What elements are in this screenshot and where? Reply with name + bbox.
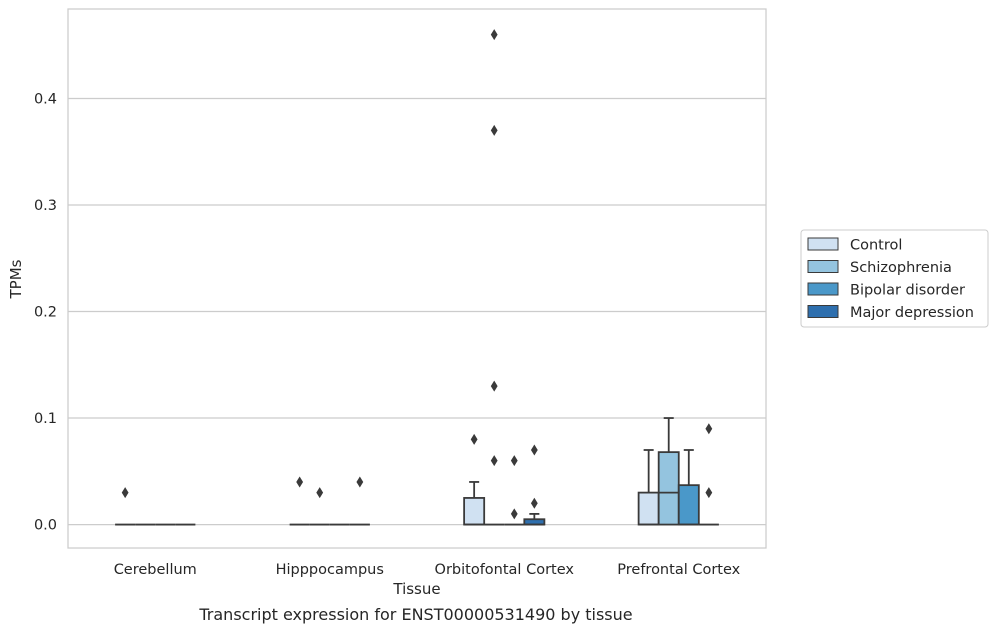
legend-swatch [807,305,839,318]
outlier-point [530,497,538,509]
outlier-point [510,455,518,467]
outlier-point [470,433,478,445]
box [463,497,486,526]
legend-swatch [807,237,839,251]
x-tick-label: Prefrontal Cortex [617,562,740,578]
outlier-point [490,29,498,41]
outlier-point [490,124,498,136]
x-axis: Cerebellum Hipppocampus Orbitofontal Corte… [114,562,741,578]
outlier-point [490,380,498,392]
x-axis-title: Tissue [392,580,440,598]
y-tick-label: 0.1 [34,411,57,427]
figure-caption: Transcript expression for ENST0000053149… [199,605,633,624]
box [657,451,680,526]
y-tick-label: 0.3 [34,198,57,214]
box [677,484,700,526]
outlier-point [705,423,713,435]
y-axis-title: TPMs [7,259,25,299]
outlier-point [530,444,538,456]
legend-swatch [807,260,839,273]
outlier-point [490,455,498,467]
outlier-point [510,508,518,520]
x-tick-label: Orbitofontal Cortex [435,562,575,578]
outlier-point [316,487,324,499]
y-axis: 0.0 0.1 0.2 0.3 0.4 [34,91,57,533]
x-tick-label: Cerebellum [114,562,197,578]
boxplots [115,29,719,526]
legend-frame [800,229,989,328]
legend: Control Schizophrenia Bipolar disorder Majo… [800,229,989,328]
box [637,491,660,526]
legend-label: Control [850,238,902,254]
y-tick-label: 0.4 [34,91,57,107]
outlier-point [121,487,129,499]
outlier-point [296,476,304,488]
legend-swatch [807,282,839,296]
legend-label: Major depression [850,305,974,321]
y-tick-label: 0.0 [34,518,57,534]
x-tick-label: Hipppocampus [276,562,384,578]
outlier-point [705,487,713,499]
legend-label: Schizophrenia [850,260,952,276]
legend-label: Bipolar disorder [850,283,965,299]
outlier-point [356,476,364,488]
y-tick-label: 0.2 [34,305,57,321]
plot-frame [67,8,767,549]
